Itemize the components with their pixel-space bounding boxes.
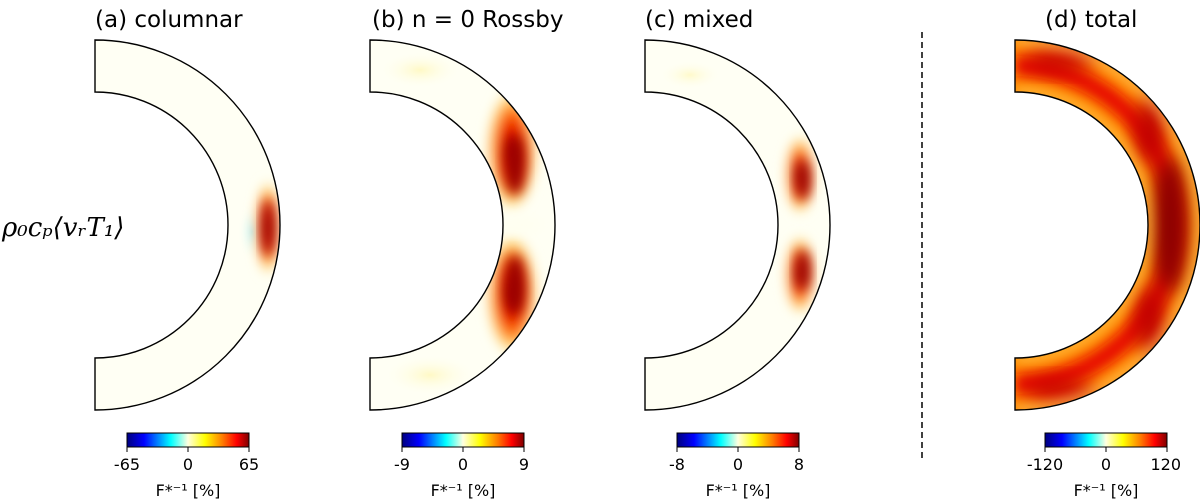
panel-title: (a) columnar <box>95 7 243 33</box>
shell-outline <box>644 39 831 411</box>
tick-label: 0 <box>733 455 743 474</box>
tick-label: 0 <box>183 455 193 474</box>
panel-d: (d) total -120 0 120 F*⁻¹ [%] <box>1014 7 1200 500</box>
panel-title: (d) total <box>1045 7 1137 33</box>
colorbar: -8 0 8 F*⁻¹ [%] <box>669 432 804 500</box>
shell-outline <box>369 39 556 411</box>
colorbar: -9 0 9 F*⁻¹ [%] <box>394 432 529 500</box>
tick-label: 8 <box>794 455 804 474</box>
shell-field <box>645 40 830 410</box>
tick-label: 120 <box>1150 455 1181 474</box>
panel-title: (c) mixed <box>645 7 753 33</box>
panel-a: (a) columnar -65 0 65 F*⁻¹ [%] <box>94 7 281 500</box>
colorbar: -65 0 65 F*⁻¹ [%] <box>114 432 259 500</box>
tick-label: 0 <box>458 455 468 474</box>
shell-field <box>1015 40 1200 410</box>
shell-field <box>370 40 555 410</box>
shell-outline <box>94 39 281 411</box>
tick-label: 65 <box>239 455 259 474</box>
tick-label: -9 <box>394 455 410 474</box>
shell-outline <box>1014 39 1200 411</box>
colorbar-label: F*⁻¹ [%] <box>1074 481 1139 500</box>
tick-label: 0 <box>1101 455 1111 474</box>
panel-b: (b) n = 0 Rossby -9 0 9 F*⁻¹ [%] <box>369 7 563 500</box>
tick-label: -65 <box>114 455 140 474</box>
colorbar-label: F*⁻¹ [%] <box>156 481 221 500</box>
panel-title: (b) n = 0 Rossby <box>372 7 563 33</box>
panel-c: (c) mixed -8 0 8 F*⁻¹ [%] <box>644 7 831 500</box>
tick-label: -8 <box>669 455 685 474</box>
colorbar: -120 0 120 F*⁻¹ [%] <box>1027 432 1181 500</box>
row-label: ρ₀cₚ⟨vᵣT₁⟩ <box>1 213 124 243</box>
colorbar-label: F*⁻¹ [%] <box>431 481 496 500</box>
colorbar-label: F*⁻¹ [%] <box>706 481 771 500</box>
tick-label: 9 <box>519 455 529 474</box>
tick-label: -120 <box>1027 455 1063 474</box>
